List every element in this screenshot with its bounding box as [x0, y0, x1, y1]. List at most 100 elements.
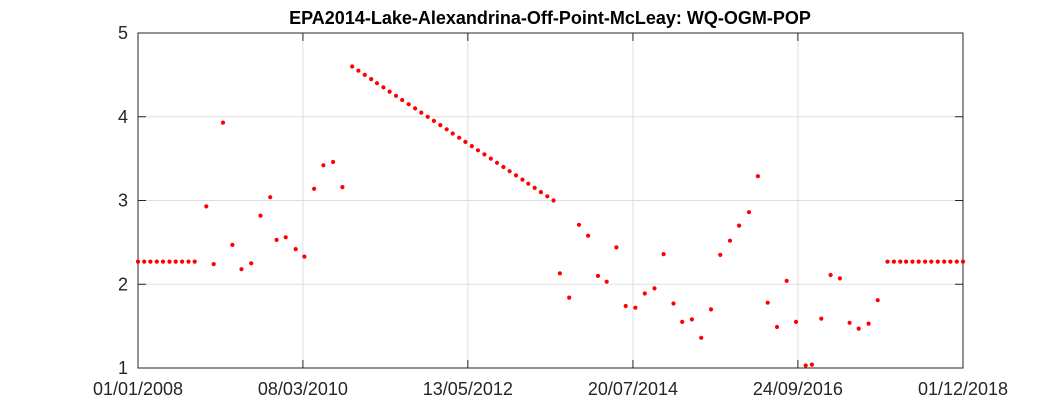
data-point — [737, 223, 742, 228]
data-point — [425, 114, 430, 119]
data-point — [904, 259, 909, 264]
data-point — [406, 102, 411, 107]
data-point — [438, 123, 443, 128]
data-point — [312, 186, 317, 191]
data-point — [482, 152, 487, 157]
data-point — [381, 85, 386, 90]
data-point — [457, 135, 462, 140]
data-point — [283, 235, 288, 240]
data-point — [898, 259, 903, 264]
data-point — [623, 303, 628, 309]
data-point — [469, 144, 474, 149]
x-tick-label: 13/05/2012 — [423, 379, 513, 399]
data-point — [431, 118, 436, 123]
data-point — [340, 185, 345, 190]
chart-title: EPA2014-Lake-Alexandrina-Off-Point-McLea… — [289, 8, 811, 28]
y-tick-label: 1 — [118, 358, 128, 378]
data-point — [321, 163, 326, 168]
data-point — [866, 321, 871, 326]
data-point — [803, 363, 808, 368]
data-point — [356, 68, 361, 73]
data-point — [293, 247, 298, 252]
data-point — [538, 190, 544, 195]
x-tick-label: 24/09/2016 — [753, 379, 843, 399]
data-point — [387, 89, 392, 94]
data-point — [274, 237, 279, 242]
data-point — [211, 262, 216, 267]
data-point — [929, 259, 934, 264]
data-point — [488, 156, 493, 161]
data-point — [450, 131, 455, 136]
data-point — [586, 233, 591, 238]
x-tick-label: 01/12/2018 — [918, 379, 1008, 399]
data-point — [671, 301, 676, 306]
data-point — [362, 72, 367, 77]
data-points — [135, 64, 966, 368]
data-point — [142, 259, 147, 264]
data-point — [258, 213, 263, 218]
data-point — [302, 254, 307, 259]
x-tick-label: 08/03/2010 — [258, 379, 348, 399]
data-point — [614, 245, 619, 250]
data-point — [689, 317, 695, 322]
y-tick-label: 3 — [118, 191, 128, 211]
data-point — [885, 259, 890, 264]
data-point — [746, 210, 752, 215]
data-point — [374, 81, 380, 86]
data-point — [567, 295, 572, 300]
data-point — [331, 159, 336, 165]
data-point — [393, 93, 399, 98]
y-tick-label: 5 — [118, 23, 128, 43]
data-point — [576, 222, 582, 227]
data-point — [784, 278, 789, 283]
data-point — [765, 300, 770, 305]
data-point — [239, 267, 244, 272]
data-point — [494, 160, 500, 165]
data-point — [809, 362, 815, 367]
data-point — [633, 305, 638, 310]
data-point — [475, 148, 481, 153]
data-point — [135, 259, 141, 264]
data-point — [501, 164, 506, 170]
y-tick-label: 2 — [118, 274, 128, 294]
data-point — [642, 291, 647, 296]
data-point — [444, 127, 449, 132]
data-point — [507, 169, 512, 174]
axis-ticks: 01/01/2008 08/03/2010 13/05/2012 20/07/2014… — [93, 23, 1008, 399]
data-point — [935, 259, 940, 264]
data-point — [680, 319, 685, 324]
data-point — [837, 276, 843, 281]
data-point — [891, 259, 897, 264]
data-point — [545, 194, 550, 199]
data-point — [954, 259, 959, 264]
data-point — [604, 279, 609, 284]
data-point — [148, 259, 153, 264]
data-point — [755, 174, 761, 179]
data-point — [916, 259, 921, 264]
data-point — [154, 259, 159, 264]
data-point — [520, 177, 525, 182]
data-point — [463, 139, 468, 144]
data-point — [160, 259, 166, 264]
data-point — [220, 120, 226, 125]
x-tick-label: 20/07/2014 — [588, 379, 678, 399]
data-point — [793, 319, 799, 324]
data-point — [204, 204, 209, 209]
data-point — [557, 271, 563, 276]
data-point — [727, 238, 733, 243]
data-point — [847, 320, 852, 325]
data-point — [875, 298, 880, 303]
data-point — [551, 198, 556, 203]
data-point — [513, 173, 519, 178]
data-point — [774, 324, 780, 330]
data-point — [369, 77, 374, 82]
data-point — [948, 259, 953, 264]
data-point — [419, 110, 424, 115]
data-point — [595, 273, 601, 278]
data-point — [526, 181, 531, 186]
data-point — [230, 242, 235, 247]
x-tick-label: 01/01/2008 — [93, 379, 183, 399]
data-point — [828, 272, 833, 278]
data-point — [718, 252, 723, 257]
data-point — [268, 195, 273, 200]
